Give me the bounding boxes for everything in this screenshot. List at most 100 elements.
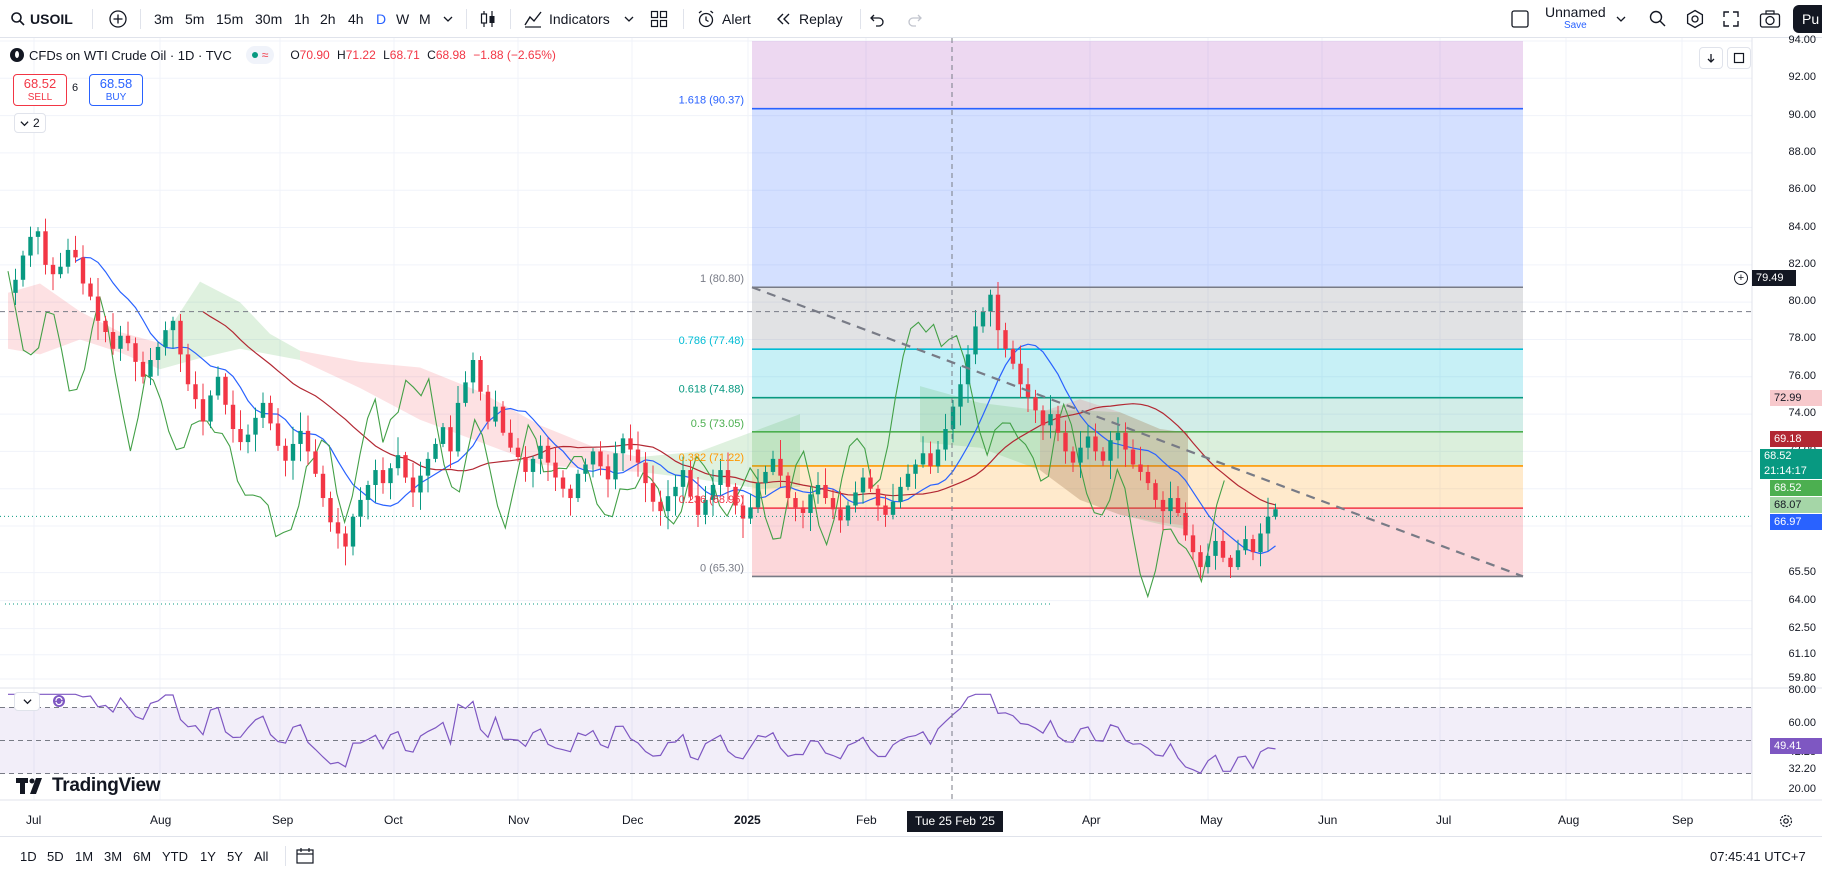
alert-button[interactable]: Alert xyxy=(696,0,751,38)
candle-body xyxy=(253,417,258,435)
publish-button[interactable]: Pu xyxy=(1793,5,1822,33)
layout-checkbox[interactable] xyxy=(1510,0,1530,38)
interval-5m[interactable]: 5m xyxy=(185,11,205,27)
series-title[interactable]: CFDs on WTI Crude Oil · 1D · TVC xyxy=(29,47,232,63)
candle-body xyxy=(680,470,686,487)
candle-body xyxy=(1085,436,1091,448)
symbol-search-button[interactable]: USOIL xyxy=(10,0,73,38)
candle-body xyxy=(650,483,656,502)
interval-15m[interactable]: 15m xyxy=(216,11,244,27)
indicators-dropdown-button[interactable] xyxy=(624,0,634,38)
chevron-down-icon xyxy=(624,16,634,22)
interval-30m[interactable]: 30m xyxy=(255,11,283,27)
candle-body xyxy=(1175,498,1181,513)
candle-body xyxy=(313,451,318,474)
candle-body xyxy=(785,475,791,499)
time-axis-label: Sep xyxy=(272,813,294,827)
candle-body xyxy=(605,466,611,480)
indicators-icon xyxy=(524,11,542,28)
indicators-button[interactable]: Indicators xyxy=(523,0,610,38)
candle-body xyxy=(298,430,303,444)
interval-d[interactable]: D xyxy=(376,11,387,27)
price-axis-label: 94.00 xyxy=(1788,34,1816,46)
redo-button[interactable] xyxy=(906,0,924,38)
undo-button[interactable] xyxy=(868,0,886,38)
go-to-date-button[interactable] xyxy=(295,837,315,875)
interval-3m[interactable]: 3m xyxy=(154,11,174,27)
scroll-to-realtime-button[interactable] xyxy=(1699,47,1723,69)
compare-add-button[interactable] xyxy=(108,0,128,38)
candle-body xyxy=(980,311,986,327)
close-value: 68.98 xyxy=(435,48,466,62)
range-1d[interactable]: 1D xyxy=(20,848,37,864)
axis-settings-button[interactable] xyxy=(1778,813,1794,829)
tradingview-logo[interactable]: TradingView xyxy=(16,775,161,797)
layouts-button[interactable] xyxy=(650,0,668,38)
candle-body xyxy=(1205,555,1211,568)
candle-body xyxy=(800,507,806,513)
fullscreen-button[interactable] xyxy=(1722,0,1740,38)
collapse-indicators-button[interactable]: 2 xyxy=(14,113,46,133)
clock[interactable]: 07:45:41 UTC+7 xyxy=(1710,848,1806,864)
chart-type-button[interactable] xyxy=(478,0,498,38)
candle-body xyxy=(103,320,108,333)
market-status-badge[interactable]: ≈ xyxy=(245,46,275,64)
buy-button[interactable]: 68.58 BUY xyxy=(89,74,143,106)
chart-area[interactable]: 1.618 (90.37) 1 (80.80) 0.786 (77.48) 0.618… xyxy=(0,38,1822,836)
candle-body xyxy=(583,464,588,474)
candle-body xyxy=(545,445,551,463)
range-all[interactable]: All xyxy=(254,848,269,864)
candle-body xyxy=(1220,540,1226,558)
interval-4h[interactable]: 4h xyxy=(348,11,364,27)
interval-1h[interactable]: 1h xyxy=(294,11,310,27)
candle-body xyxy=(575,473,581,499)
chart-canvas[interactable]: 1.618 (90.37) 1 (80.80) 0.786 (77.48) 0.618… xyxy=(0,38,1822,836)
crosshair-date-tag: Tue 25 Feb '25 xyxy=(907,811,1003,832)
interval-dropdown-button[interactable] xyxy=(443,0,453,38)
range-1m[interactable]: 1M xyxy=(75,848,94,864)
range-6m[interactable]: 6M xyxy=(133,848,152,864)
redo-icon xyxy=(908,14,922,27)
candle-body xyxy=(155,346,161,360)
range-5y[interactable]: 5Y xyxy=(227,848,243,864)
price-axis-label: 90.00 xyxy=(1788,108,1816,121)
candle-body xyxy=(1250,539,1256,553)
layout-dropdown-button[interactable] xyxy=(1616,0,1626,38)
candle-body xyxy=(13,279,18,293)
rsi-collapse-button[interactable] xyxy=(14,692,40,711)
quick-search-button[interactable] xyxy=(1648,0,1668,38)
candle-body xyxy=(1048,414,1053,426)
replay-button[interactable]: Replay xyxy=(775,0,843,38)
layout-name: Unnamed xyxy=(1545,4,1606,20)
layout-name-button[interactable]: Unnamed Save xyxy=(1545,0,1606,38)
range-1y[interactable]: 1Y xyxy=(200,848,216,864)
add-alert-plus-icon[interactable]: + xyxy=(1734,271,1748,285)
tenkan-tag: 68.07 xyxy=(1770,497,1822,513)
candle-body xyxy=(1018,363,1023,385)
rsi-axis-label: 80.00 xyxy=(1788,684,1816,696)
interval-m[interactable]: M xyxy=(419,11,431,27)
tradingview-logo-icon xyxy=(16,778,42,794)
candle-body xyxy=(223,376,228,405)
candle-body xyxy=(260,402,266,418)
candle-body xyxy=(568,488,573,499)
interval-2h[interactable]: 2h xyxy=(320,11,336,27)
settings-button[interactable] xyxy=(1685,0,1705,38)
candle-body xyxy=(148,360,153,377)
close-label: C xyxy=(427,48,436,62)
candle-body xyxy=(28,236,33,256)
maximize-pane-button[interactable] xyxy=(1727,47,1751,69)
interval-w[interactable]: W xyxy=(396,11,410,27)
candle-body xyxy=(230,404,236,430)
snapshot-button[interactable] xyxy=(1759,0,1781,38)
rsi-sync-button[interactable] xyxy=(52,694,66,708)
chart-legend: CFDs on WTI Crude Oil · 1D · TVC ≈ O70.9… xyxy=(10,46,556,64)
range-ytd[interactable]: YTD xyxy=(162,848,188,864)
range-3m[interactable]: 3M xyxy=(104,848,123,864)
candle-body xyxy=(50,264,56,275)
sell-button[interactable]: 68.52 SELL xyxy=(13,74,67,106)
chevron-down-icon xyxy=(1616,16,1626,22)
candle-body xyxy=(335,522,341,534)
fib-level-label: 0.382 (71.22) xyxy=(679,452,744,464)
range-5d[interactable]: 5D xyxy=(47,848,64,864)
